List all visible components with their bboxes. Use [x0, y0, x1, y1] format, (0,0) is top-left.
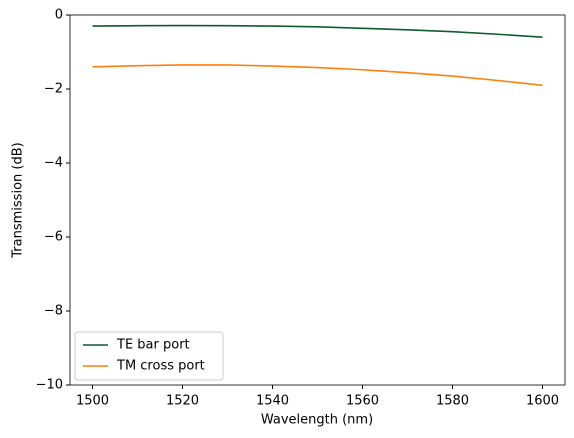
plot-frame [69, 14, 566, 386]
x-tick-label: 1500 [76, 394, 109, 409]
legend-box [74, 331, 224, 381]
series-line [92, 64, 543, 87]
x-tick-label: 1600 [526, 394, 559, 409]
x-tick-label: 1540 [256, 394, 289, 409]
y-tick-label: −8 [44, 304, 63, 319]
x-tick-label: 1560 [346, 394, 379, 409]
y-tick-label: −6 [44, 230, 63, 245]
legend-label: TE bar port [116, 338, 190, 353]
y-tick-label: −4 [44, 156, 63, 171]
y-tick-label: −10 [36, 378, 63, 393]
y-axis-label: Transmission (dB) [11, 142, 26, 258]
x-axis-label: Wavelength (nm) [261, 413, 373, 428]
x-tick-label: 1580 [436, 394, 469, 409]
y-tick-label: 0 [55, 8, 63, 23]
x-tick-label: 1520 [166, 394, 199, 409]
legend-label: TM cross port [116, 359, 205, 374]
series-line [92, 24, 543, 38]
y-tick-label: −2 [44, 82, 63, 97]
